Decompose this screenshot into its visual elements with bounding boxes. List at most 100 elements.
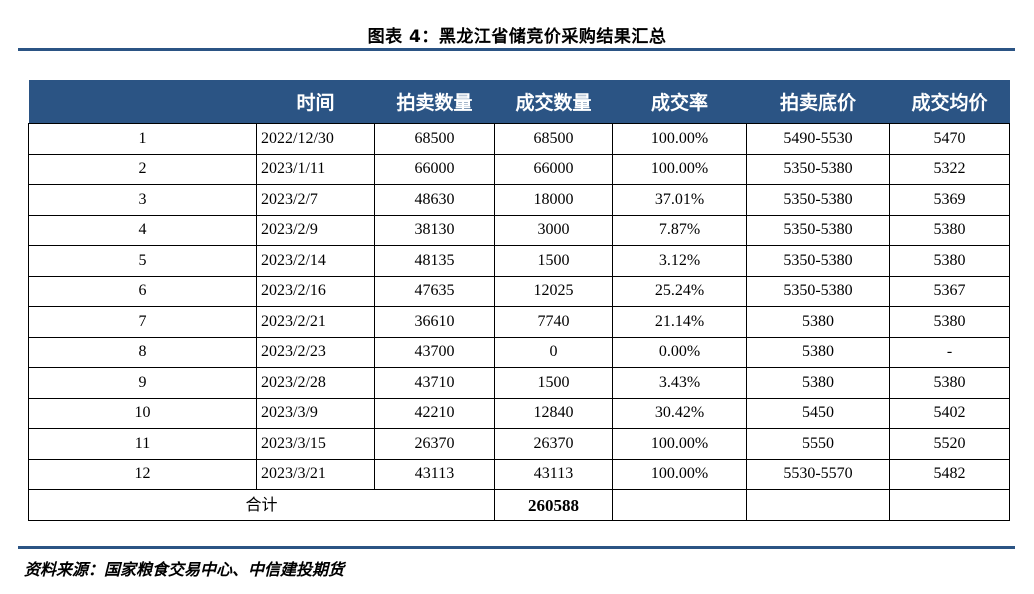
- cell-index: 4: [28, 214, 257, 246]
- cell-date: 2023/3/21: [256, 458, 375, 490]
- cell-deal-rate: 3.43%: [612, 367, 747, 399]
- cell-deal-quantity: 1500: [494, 245, 613, 277]
- bottom-rule: [18, 546, 1015, 549]
- table-row: 10 2023/3/9 42210 12840 30.42% 5450 5402: [28, 397, 1010, 429]
- empty-cell: [889, 489, 1010, 521]
- cell-deal-quantity: 68500: [494, 123, 613, 155]
- cell-index: 5: [28, 245, 257, 277]
- cell-index: 8: [28, 336, 257, 368]
- cell-date: 2023/2/16: [256, 275, 375, 307]
- cell-auction-quantity: 48630: [374, 184, 495, 216]
- cell-index: 11: [28, 428, 257, 460]
- cell-average-price: 5322: [889, 153, 1010, 185]
- cell-average-price: 5482: [889, 458, 1010, 490]
- cell-auction-quantity: 36610: [374, 306, 495, 338]
- cell-reserve-price: 5380: [746, 336, 890, 368]
- cell-average-price: 5520: [889, 428, 1010, 460]
- cell-reserve-price: 5350-5380: [746, 153, 890, 185]
- cell-deal-quantity: 26370: [494, 428, 613, 460]
- table-row: 6 2023/2/16 47635 12025 25.24% 5350-5380 5367: [28, 275, 1010, 307]
- header-cell-index: [28, 80, 257, 124]
- cell-average-price: 5380: [889, 245, 1010, 277]
- auction-results-table: 时间 拍卖数量 成交数量 成交率 拍卖底价 成交均价 1 2022/12/30 68…: [28, 80, 1010, 521]
- header-row: 时间 拍卖数量 成交数量 成交率 拍卖底价 成交均价: [28, 80, 1010, 124]
- cell-deal-rate: 3.12%: [612, 245, 747, 277]
- cell-index: 7: [28, 306, 257, 338]
- table-row: 4 2023/2/9 38130 3000 7.87% 5350-5380 5380: [28, 214, 1010, 246]
- cell-auction-quantity: 43710: [374, 367, 495, 399]
- table-row: 1 2022/12/30 68500 68500 100.00% 5490-5530 547…: [28, 123, 1010, 155]
- total-deal-quantity: 260588: [494, 489, 613, 521]
- cell-average-price: 5402: [889, 397, 1010, 429]
- table-row: 12 2023/3/21 43113 43113 100.00% 5530-5570 548…: [28, 458, 1010, 490]
- table-row: 8 2023/2/23 43700 0 0.00% 5380-: [28, 336, 1010, 368]
- cell-deal-quantity: 12840: [494, 397, 613, 429]
- cell-deal-rate: 21.14%: [612, 306, 747, 338]
- cell-deal-rate: 0.00%: [612, 336, 747, 368]
- cell-deal-rate: 7.87%: [612, 214, 747, 246]
- header-cell-auction-quantity: 拍卖数量: [374, 80, 495, 124]
- cell-date: 2023/1/11: [256, 153, 375, 185]
- cell-reserve-price: 5350-5380: [746, 275, 890, 307]
- cell-deal-quantity: 66000: [494, 153, 613, 185]
- cell-deal-quantity: 1500: [494, 367, 613, 399]
- header-cell-deal-quantity: 成交数量: [494, 80, 613, 124]
- cell-date: 2023/3/9: [256, 397, 375, 429]
- cell-deal-rate: 100.00%: [612, 458, 747, 490]
- total-row: 合计 260588: [28, 489, 1010, 521]
- cell-deal-quantity: 3000: [494, 214, 613, 246]
- table-row: 9 2023/2/28 43710 1500 3.43% 5380 5380: [28, 367, 1010, 399]
- cell-average-price: 5380: [889, 214, 1010, 246]
- cell-date: 2023/2/14: [256, 245, 375, 277]
- cell-index: 6: [28, 275, 257, 307]
- empty-cell: [746, 489, 890, 521]
- figure-title: 图表 4：黑龙江省储竞价采购结果汇总: [367, 27, 667, 47]
- cell-index: 3: [28, 184, 257, 216]
- cell-deal-quantity: 43113: [494, 458, 613, 490]
- cell-deal-rate: 100.00%: [612, 153, 747, 185]
- cell-deal-rate: 100.00%: [612, 428, 747, 460]
- cell-date: 2023/2/9: [256, 214, 375, 246]
- cell-reserve-price: 5380: [746, 306, 890, 338]
- cell-auction-quantity: 38130: [374, 214, 495, 246]
- cell-deal-quantity: 0: [494, 336, 613, 368]
- cell-reserve-price: 5350-5380: [746, 245, 890, 277]
- cell-deal-quantity: 12025: [494, 275, 613, 307]
- cell-auction-quantity: 66000: [374, 153, 495, 185]
- table-row: 3 2023/2/7 48630 18000 37.01% 5350-5380 5369: [28, 184, 1010, 216]
- cell-auction-quantity: 48135: [374, 245, 495, 277]
- cell-reserve-price: 5530-5570: [746, 458, 890, 490]
- cell-date: 2023/2/23: [256, 336, 375, 368]
- top-rule: [18, 48, 1015, 51]
- cell-average-price: -: [889, 336, 1010, 368]
- cell-average-price: 5367: [889, 275, 1010, 307]
- cell-average-price: 5380: [889, 306, 1010, 338]
- cell-auction-quantity: 47635: [374, 275, 495, 307]
- cell-index: 9: [28, 367, 257, 399]
- cell-index: 1: [28, 123, 257, 155]
- cell-index: 12: [28, 458, 257, 490]
- header-cell-average-price: 成交均价: [889, 80, 1010, 124]
- cell-date: 2023/2/7: [256, 184, 375, 216]
- cell-auction-quantity: 43700: [374, 336, 495, 368]
- cell-reserve-price: 5450: [746, 397, 890, 429]
- table-row: 2 2023/1/11 66000 66000 100.00% 5350-5380 5322: [28, 153, 1010, 185]
- cell-auction-quantity: 68500: [374, 123, 495, 155]
- cell-index: 10: [28, 397, 257, 429]
- header-cell-date: 时间: [256, 80, 375, 124]
- cell-reserve-price: 5350-5380: [746, 184, 890, 216]
- cell-average-price: 5369: [889, 184, 1010, 216]
- cell-date: 2023/2/28: [256, 367, 375, 399]
- cell-auction-quantity: 43113: [374, 458, 495, 490]
- cell-deal-quantity: 7740: [494, 306, 613, 338]
- cell-auction-quantity: 42210: [374, 397, 495, 429]
- header-cell-deal-rate: 成交率: [612, 80, 747, 124]
- cell-deal-rate: 37.01%: [612, 184, 747, 216]
- cell-date: 2022/12/30: [256, 123, 375, 155]
- table-row: 11 2023/3/15 26370 26370 100.00% 5550 5520: [28, 428, 1010, 460]
- cell-auction-quantity: 26370: [374, 428, 495, 460]
- cell-reserve-price: 5350-5380: [746, 214, 890, 246]
- cell-reserve-price: 5490-5530: [746, 123, 890, 155]
- cell-reserve-price: 5550: [746, 428, 890, 460]
- cell-deal-rate: 100.00%: [612, 123, 747, 155]
